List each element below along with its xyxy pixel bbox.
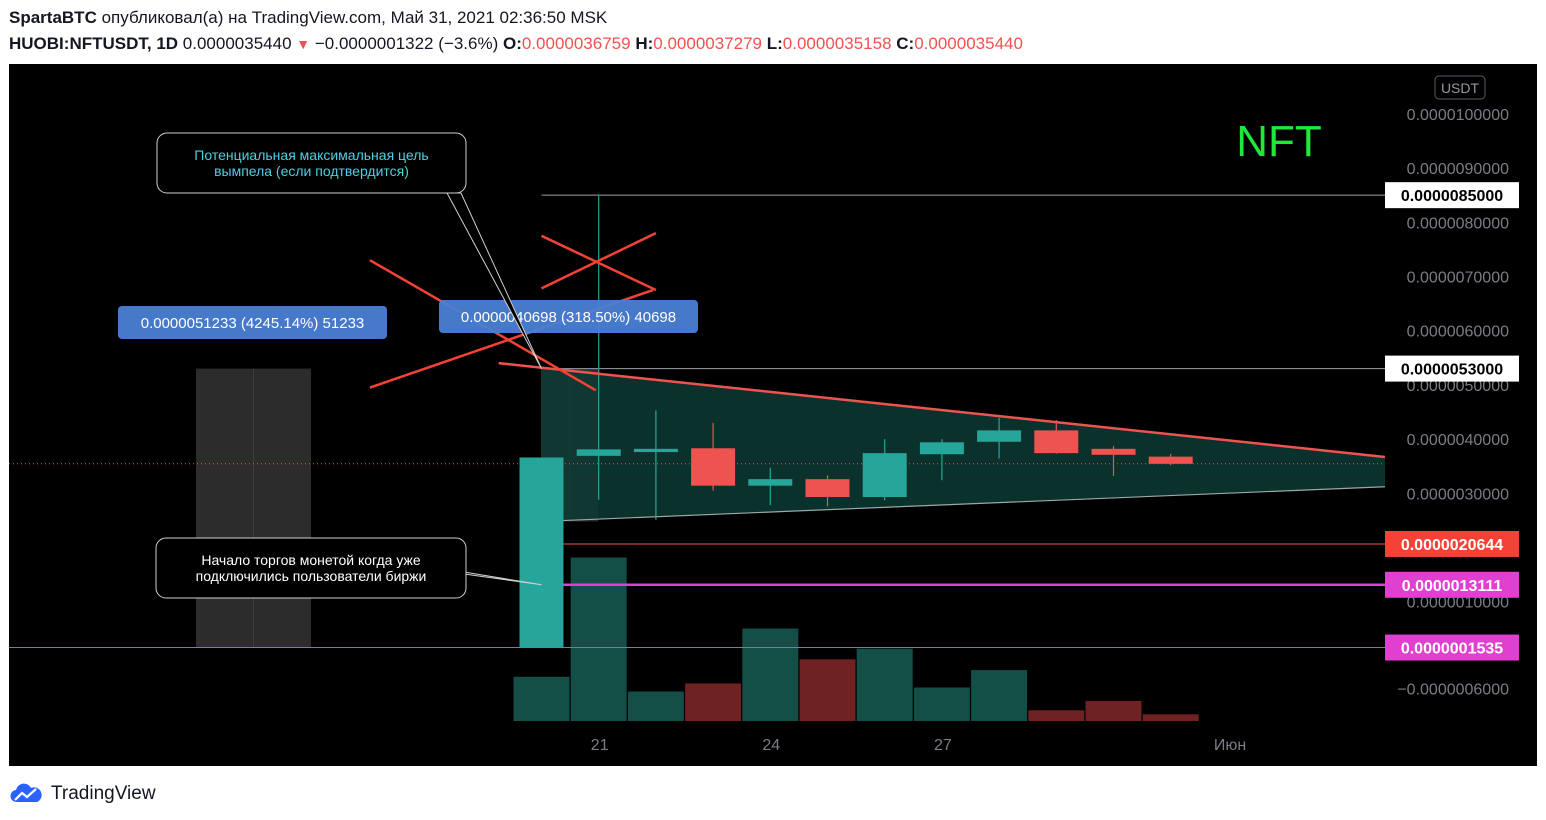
y-tick-label: −0.0000006000 <box>1397 681 1509 698</box>
cross-out-line <box>540 234 657 292</box>
measure-label-text: 0.0000040698 (318.50%) 40698 <box>461 309 676 326</box>
axis-price-tag-text: 0.0000020644 <box>1401 537 1503 554</box>
axis-price-tag <box>1385 571 1519 598</box>
candle-body <box>519 457 564 648</box>
y-tick-label: 0.0000030000 <box>1407 486 1509 503</box>
y-tick-label: 0.0000040000 <box>1407 432 1509 449</box>
annotation-text: подключились пользователи биржи <box>196 568 427 584</box>
volume-bar <box>627 691 684 721</box>
candlestick-chart[interactable]: NFT 0.0000051233 (4245.14%) 51233 0.000004… <box>9 64 1537 766</box>
axis-price-tag <box>1385 355 1519 382</box>
y-tick-label: 0.0000060000 <box>1407 324 1509 341</box>
x-tick-label: 21 <box>591 737 609 754</box>
pennant-upper-trendline <box>498 361 1386 459</box>
footer: TradingView <box>9 780 156 808</box>
last-price: 0.0000035440 <box>182 34 292 53</box>
annotation-text: Потенциальная максимальная цель <box>194 147 428 163</box>
y-tick-label: 0.0000070000 <box>1407 269 1509 286</box>
volume-bar <box>799 659 856 721</box>
axis-price-tag <box>1385 530 1519 557</box>
close-label: C: <box>896 34 915 53</box>
x-tick-label: Июн <box>1214 737 1246 754</box>
y-tick-label: 0.0000090000 <box>1407 161 1509 178</box>
annotation-pointer <box>446 192 542 369</box>
ohlc-line: HUOBI:NFTUSDT, 1D 0.0000035440 ▼ −0.0000… <box>9 34 1023 54</box>
triangle-down-icon: ▼ <box>296 36 311 52</box>
axis-price-tag-text: 0.0000013111 <box>1402 578 1503 595</box>
volume-bar <box>971 670 1028 721</box>
measure-label-box <box>439 300 698 333</box>
currency-badge <box>1434 75 1486 100</box>
volume-bar <box>913 687 970 721</box>
measure-label-box <box>118 306 387 339</box>
axis-price-tag <box>1385 634 1519 661</box>
candle-body <box>1148 456 1193 464</box>
low-value: 0.0000035158 <box>782 34 892 53</box>
volume-bar <box>742 628 799 721</box>
candle-body <box>633 448 678 453</box>
publish-line: SpartaBTC опубликовал(а) на TradingView.… <box>9 8 607 28</box>
volume-bar <box>513 676 570 721</box>
x-tick-label: 24 <box>762 737 780 754</box>
volume-bar <box>856 648 913 721</box>
y-tick-label: 0.0000050000 <box>1407 378 1509 395</box>
measure-box <box>196 368 311 648</box>
candle-body <box>805 479 850 498</box>
low-label: L: <box>766 34 783 53</box>
volume-bar <box>1142 714 1199 721</box>
axis-price-tag <box>1385 182 1519 209</box>
author-name[interactable]: SpartaBTC <box>9 8 97 27</box>
candle-body <box>748 479 793 486</box>
nft-watermark: NFT <box>1236 117 1322 166</box>
cross-out-line <box>540 231 657 290</box>
candle-body <box>862 453 907 498</box>
candle-body <box>977 430 1022 442</box>
annotation-box <box>155 537 467 599</box>
axis-price-tag-text: 0.0000001535 <box>1401 641 1503 658</box>
x-tick-label: 27 <box>934 737 952 754</box>
volume-bar <box>685 683 742 721</box>
open-label: O: <box>502 34 522 53</box>
price-change: −0.0000001322 (−3.6%) <box>314 34 499 53</box>
y-tick-label: 0.0000010000 <box>1407 595 1509 612</box>
symbol-label: HUOBI:NFTUSDT, 1D <box>9 34 179 53</box>
volume-bar <box>1028 710 1085 721</box>
candle-body <box>691 448 736 486</box>
tradingview-brand[interactable]: TradingView <box>51 783 156 804</box>
close-value: 0.0000035440 <box>914 34 1023 53</box>
measure-label-text: 0.0000051233 (4245.14%) 51233 <box>141 315 365 332</box>
candle-body <box>1091 448 1136 455</box>
volume-bar <box>1085 700 1142 721</box>
candle-body <box>919 442 964 455</box>
annotation-text: вымпела (если подтвердится) <box>214 163 409 179</box>
y-tick-label: 0.0000100000 <box>1407 107 1509 124</box>
candle-body <box>576 449 621 456</box>
chart-panel[interactable]: NFT 0.0000051233 (4245.14%) 51233 0.000004… <box>9 64 1537 766</box>
open-value: 0.0000036759 <box>521 34 631 53</box>
axis-price-tag-text: 0.0000053000 <box>1401 362 1503 379</box>
y-tick-label: 0.0000080000 <box>1407 215 1509 232</box>
high-value: 0.0000037279 <box>653 34 763 53</box>
axis-price-tag-text: 0.0000085000 <box>1401 188 1503 205</box>
annotation-text: Начало торгов монетой когда уже <box>201 552 421 568</box>
high-label: H: <box>635 34 654 53</box>
tradingview-cloud-icon[interactable] <box>9 783 43 805</box>
currency-badge-text: USDT <box>1441 80 1480 96</box>
volume-bar <box>570 557 627 721</box>
annotation-box <box>156 132 467 194</box>
published-text: опубликовал(а) на TradingView.com, Май 3… <box>101 8 608 27</box>
pennant-lower-line <box>541 486 1386 523</box>
candle-body <box>1034 430 1079 454</box>
